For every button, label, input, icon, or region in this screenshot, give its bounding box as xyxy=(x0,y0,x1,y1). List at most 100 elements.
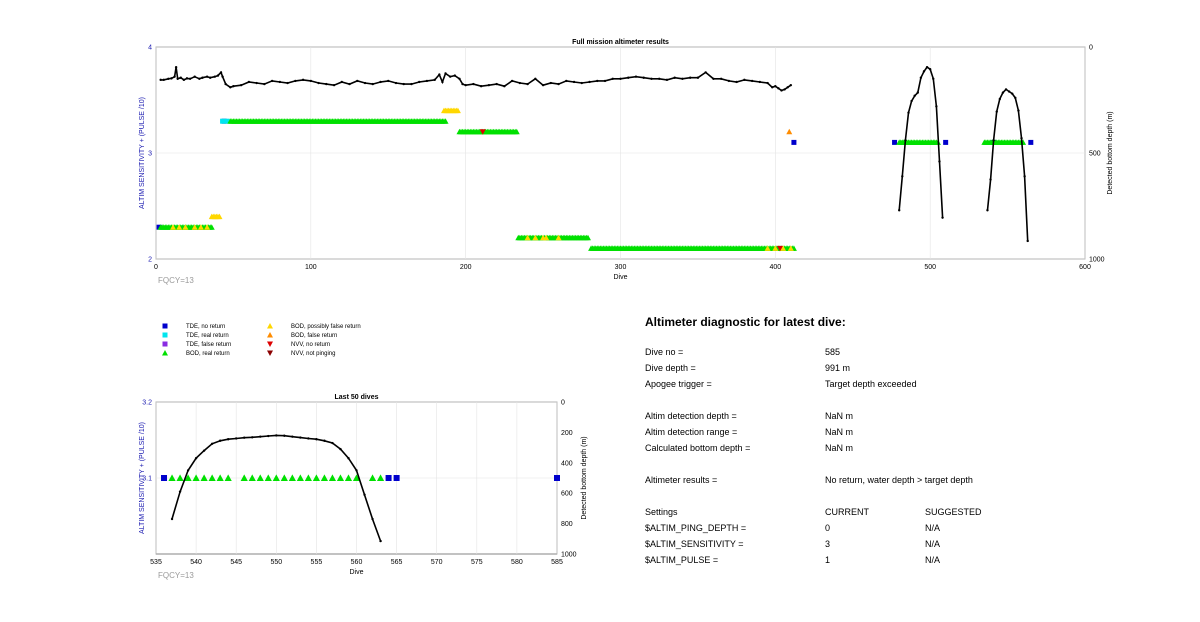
diagnostic-label: Apogee trigger = xyxy=(645,379,712,389)
bottom-depth-point xyxy=(363,81,367,85)
bottom-depth-point xyxy=(218,439,222,442)
y-tick-label: 2 xyxy=(148,257,152,264)
bottom-depth-point xyxy=(634,75,638,78)
bottom-depth-point xyxy=(317,81,320,85)
bottom-depth-point xyxy=(444,72,447,75)
bottom-depth-point xyxy=(194,457,198,460)
diagnostic-label: Altim detection depth = xyxy=(645,411,737,421)
data-point xyxy=(220,118,226,124)
diagnostic-value: Target depth exceeded xyxy=(825,379,917,389)
y2-axis-label: Detected bottom depth (m) xyxy=(1107,111,1114,194)
y2-tick-label: 800 xyxy=(561,521,573,528)
bottom-depth-point xyxy=(786,86,789,89)
y2-axis-label: Detected bottom depth (m) xyxy=(581,436,588,519)
bottom-depth-point xyxy=(176,77,179,81)
bottom-depth-point xyxy=(603,79,607,83)
bottom-depth-point xyxy=(178,490,182,493)
bottom-depth-point xyxy=(925,65,929,69)
bottom-depth-point xyxy=(323,439,326,442)
bottom-depth-point xyxy=(213,75,217,78)
diagnostic-value: 585 xyxy=(825,347,841,357)
setting-name: $ALTIM_PULSE = xyxy=(645,555,719,565)
bottom-depth-point xyxy=(348,82,351,86)
bottom-depth-point xyxy=(379,539,382,543)
bottom-depth-point xyxy=(448,75,452,78)
bottom-depth-point xyxy=(221,75,224,78)
bottom-depth-point xyxy=(325,82,328,86)
data-point xyxy=(216,213,223,220)
bottom-depth-point xyxy=(347,457,350,460)
data-point-bod-real xyxy=(442,118,449,124)
bottom-depth-point xyxy=(167,77,170,81)
bottom-depth-point xyxy=(642,76,645,79)
bottom-depth-point xyxy=(387,79,390,83)
bottom-depth-point xyxy=(226,438,230,441)
bottom-depth-point xyxy=(275,434,278,437)
data-point xyxy=(192,474,200,481)
bottom-depth-point xyxy=(901,175,904,178)
bottom-depth-point xyxy=(239,83,243,87)
data-point xyxy=(176,224,183,230)
bottom-depth-point xyxy=(201,76,204,79)
bottom-depth-point xyxy=(291,435,294,438)
x-tick-label: 565 xyxy=(391,559,403,566)
bottom-depth-point xyxy=(182,78,186,82)
setting-current: 1 xyxy=(825,555,831,565)
bottom-depth-point xyxy=(619,77,622,81)
x-tick-label: 585 xyxy=(551,559,563,566)
legend-label: NVV, not pinging xyxy=(291,351,335,357)
bottom-depth-point xyxy=(932,77,935,81)
x-tick-label: 100 xyxy=(305,264,317,271)
bottom-depth-point xyxy=(425,79,429,83)
bottom-depth-point xyxy=(267,434,270,438)
bottom-depth-point xyxy=(208,76,212,79)
x-tick-label: 545 xyxy=(230,559,242,566)
y2-tick-label: 0 xyxy=(561,400,565,407)
bottom-depth-point xyxy=(202,449,206,452)
bottom-depth-point xyxy=(356,79,359,83)
data-point xyxy=(304,474,312,481)
bottom-depth-point xyxy=(510,79,514,83)
y2-tick-label: 400 xyxy=(561,460,573,467)
bottom-depth-point xyxy=(162,78,165,82)
bottom-depth-point xyxy=(410,82,413,86)
y2-tick-label: 0 xyxy=(1089,45,1093,52)
data-point xyxy=(454,107,461,114)
diagnostic-value: 991 m xyxy=(825,363,851,373)
diagnostic-value: NaN m xyxy=(825,443,854,453)
bottom-depth-point xyxy=(247,80,251,84)
y2-tick-label: 200 xyxy=(561,430,573,437)
legend-marker xyxy=(162,332,168,338)
bottom-depth-point xyxy=(402,82,405,86)
bottom-depth-point xyxy=(205,75,209,78)
data-point xyxy=(176,474,184,481)
data-point xyxy=(352,474,361,481)
chart-title: Last 50 dives xyxy=(335,394,379,401)
bottom-depth-point xyxy=(1011,92,1014,95)
bottom-depth-point xyxy=(307,437,310,440)
bottom-depth-point xyxy=(363,493,366,496)
data-point xyxy=(543,234,550,241)
x-tick-label: 550 xyxy=(270,559,282,566)
bottom-depth-point xyxy=(294,79,297,83)
bottom-depth-point xyxy=(743,78,746,82)
bottom-depth-point xyxy=(941,216,944,219)
bottom-depth-point xyxy=(758,80,762,84)
data-point xyxy=(216,474,224,481)
legend-marker xyxy=(267,350,273,356)
data-point xyxy=(532,234,539,241)
bottom-depth-point xyxy=(235,437,238,440)
data-point xyxy=(1028,139,1034,145)
diagnostic-value: No return, water depth > target depth xyxy=(825,475,973,485)
bottom-depth-point xyxy=(186,469,190,472)
bottom-depth-point xyxy=(596,79,599,83)
legend-label: BOD, false return xyxy=(291,333,337,339)
y-axis-label: ALTIM SENSITIVITY + (PULSE /10) xyxy=(139,97,146,209)
setting-current: 3 xyxy=(825,539,831,549)
bottom-depth-point xyxy=(185,77,189,80)
bottom-depth-point xyxy=(913,94,916,97)
y2-tick-label: 1000 xyxy=(561,552,577,559)
data-point xyxy=(240,474,248,481)
frequency-footnote: FQCY=13 xyxy=(158,276,194,285)
bottom-depth-point xyxy=(774,85,777,88)
